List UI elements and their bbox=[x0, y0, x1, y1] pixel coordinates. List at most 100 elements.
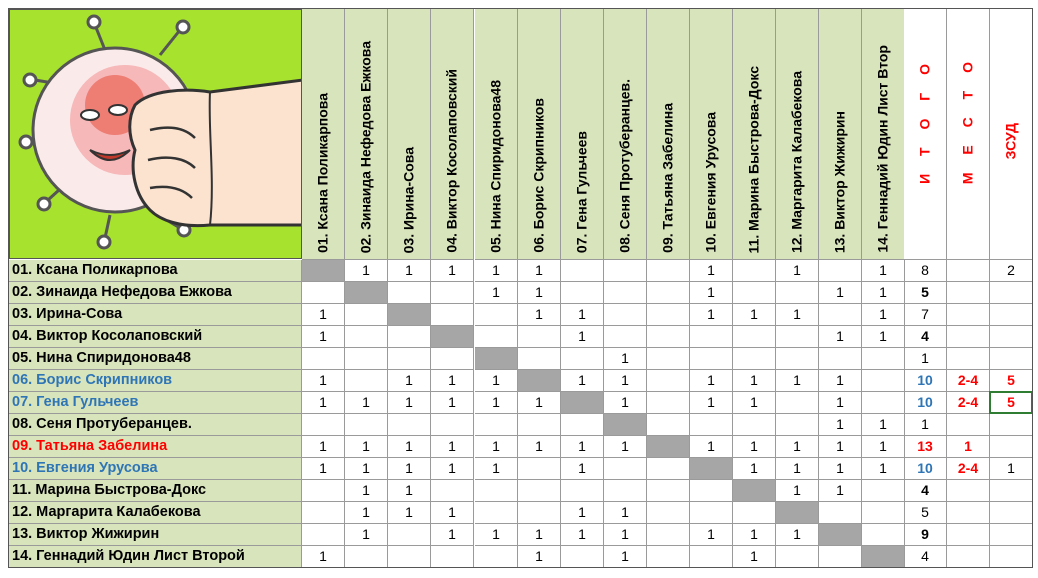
column-header[interactable]: 02. Зинаида Нефедова Ежкова bbox=[345, 9, 388, 260]
score-cell[interactable] bbox=[518, 502, 561, 524]
score-cell[interactable]: 1 bbox=[776, 480, 819, 502]
place-cell[interactable] bbox=[947, 524, 990, 546]
score-cell[interactable]: 1 bbox=[776, 370, 819, 392]
score-cell[interactable]: 1 bbox=[518, 436, 561, 458]
score-cell[interactable]: 1 bbox=[431, 260, 474, 282]
score-cell[interactable]: 1 bbox=[862, 282, 905, 304]
score-cell[interactable] bbox=[518, 348, 561, 370]
score-cell[interactable]: 1 bbox=[733, 436, 776, 458]
score-cell[interactable]: 1 bbox=[431, 436, 474, 458]
total-cell[interactable]: 10 bbox=[904, 458, 947, 480]
score-cell[interactable] bbox=[604, 304, 647, 326]
score-cell[interactable] bbox=[690, 414, 733, 436]
score-cell[interactable]: 1 bbox=[862, 436, 905, 458]
place-cell[interactable] bbox=[947, 502, 990, 524]
score-cell[interactable] bbox=[647, 546, 690, 568]
row-name[interactable]: 03. Ирина-Сова bbox=[9, 304, 302, 326]
score-cell[interactable] bbox=[647, 282, 690, 304]
score-cell[interactable] bbox=[475, 326, 518, 348]
score-cell[interactable] bbox=[776, 348, 819, 370]
score-cell[interactable] bbox=[475, 502, 518, 524]
score-cell[interactable]: 1 bbox=[388, 502, 431, 524]
score-cell[interactable]: 1 bbox=[776, 524, 819, 546]
zsud-cell[interactable] bbox=[990, 436, 1033, 458]
score-cell[interactable] bbox=[819, 502, 862, 524]
score-cell[interactable]: 1 bbox=[819, 414, 862, 436]
score-cell[interactable]: 1 bbox=[302, 326, 345, 348]
score-cell[interactable]: 1 bbox=[431, 502, 474, 524]
score-cell[interactable] bbox=[561, 546, 604, 568]
score-cell[interactable]: 1 bbox=[733, 304, 776, 326]
score-cell[interactable] bbox=[604, 260, 647, 282]
total-cell[interactable]: 5 bbox=[904, 502, 947, 524]
score-cell[interactable] bbox=[388, 326, 431, 348]
score-cell[interactable]: 1 bbox=[345, 392, 388, 414]
score-cell[interactable]: 1 bbox=[518, 304, 561, 326]
score-cell[interactable]: 1 bbox=[690, 392, 733, 414]
score-cell[interactable] bbox=[733, 282, 776, 304]
total-cell[interactable]: 8 bbox=[904, 260, 947, 282]
score-cell[interactable]: 1 bbox=[388, 458, 431, 480]
row-name[interactable]: 08. Сеня Протуберанцев. bbox=[9, 414, 302, 436]
score-cell[interactable] bbox=[388, 524, 431, 546]
score-cell[interactable] bbox=[388, 546, 431, 568]
score-cell[interactable] bbox=[776, 546, 819, 568]
diagonal-cell[interactable] bbox=[518, 370, 561, 392]
score-cell[interactable]: 1 bbox=[431, 458, 474, 480]
total-cell[interactable]: 5 bbox=[904, 282, 947, 304]
zsud-cell[interactable]: 5 bbox=[990, 370, 1033, 392]
place-cell[interactable]: 2-4 bbox=[947, 370, 990, 392]
score-cell[interactable] bbox=[604, 480, 647, 502]
score-cell[interactable] bbox=[647, 414, 690, 436]
score-cell[interactable] bbox=[388, 282, 431, 304]
score-cell[interactable]: 1 bbox=[862, 414, 905, 436]
diagonal-cell[interactable] bbox=[475, 348, 518, 370]
column-header[interactable]: 14. Геннадий Юдин Лист Втор bbox=[862, 9, 905, 260]
score-cell[interactable]: 1 bbox=[862, 260, 905, 282]
score-cell[interactable] bbox=[345, 326, 388, 348]
score-cell[interactable] bbox=[561, 480, 604, 502]
row-name[interactable]: 06. Борис Скрипников bbox=[9, 370, 302, 392]
score-cell[interactable] bbox=[518, 480, 561, 502]
score-cell[interactable] bbox=[518, 326, 561, 348]
diagonal-cell[interactable] bbox=[862, 546, 905, 568]
place-cell[interactable] bbox=[947, 546, 990, 568]
score-cell[interactable]: 1 bbox=[604, 502, 647, 524]
zsud-cell[interactable]: 1 bbox=[990, 458, 1033, 480]
score-cell[interactable]: 1 bbox=[518, 260, 561, 282]
total-cell[interactable]: 1 bbox=[904, 414, 947, 436]
zsud-cell[interactable] bbox=[990, 304, 1033, 326]
total-cell[interactable]: 1 bbox=[904, 348, 947, 370]
score-cell[interactable] bbox=[776, 392, 819, 414]
column-header[interactable]: 03. Ирина-Сова bbox=[388, 9, 431, 260]
score-cell[interactable]: 1 bbox=[604, 348, 647, 370]
zsud-cell[interactable] bbox=[990, 326, 1033, 348]
row-name[interactable]: 12. Маргарита Калабекова bbox=[9, 502, 302, 524]
place-cell[interactable]: 2-4 bbox=[947, 458, 990, 480]
score-cell[interactable] bbox=[345, 546, 388, 568]
score-cell[interactable]: 1 bbox=[733, 458, 776, 480]
score-cell[interactable]: 1 bbox=[345, 502, 388, 524]
diagonal-cell[interactable] bbox=[733, 480, 776, 502]
row-name[interactable]: 05. Нина Спиридонова48 bbox=[9, 348, 302, 370]
score-cell[interactable]: 1 bbox=[862, 304, 905, 326]
score-cell[interactable] bbox=[647, 458, 690, 480]
score-cell[interactable]: 1 bbox=[302, 392, 345, 414]
row-name[interactable]: 13. Виктор Жижирин bbox=[9, 524, 302, 546]
diagonal-cell[interactable] bbox=[388, 304, 431, 326]
zsud-cell[interactable] bbox=[990, 348, 1033, 370]
score-cell[interactable]: 1 bbox=[733, 546, 776, 568]
score-cell[interactable] bbox=[819, 260, 862, 282]
score-cell[interactable]: 1 bbox=[518, 392, 561, 414]
score-cell[interactable] bbox=[431, 348, 474, 370]
zsud-cell[interactable] bbox=[990, 502, 1033, 524]
zsud-cell[interactable] bbox=[990, 282, 1033, 304]
score-cell[interactable]: 1 bbox=[388, 436, 431, 458]
score-cell[interactable] bbox=[431, 414, 474, 436]
score-cell[interactable]: 1 bbox=[475, 392, 518, 414]
place-cell[interactable] bbox=[947, 282, 990, 304]
score-cell[interactable] bbox=[604, 458, 647, 480]
score-cell[interactable]: 1 bbox=[690, 524, 733, 546]
column-header[interactable]: 07. Гена Гульчеев bbox=[561, 9, 604, 260]
place-cell[interactable]: 2-4 bbox=[947, 392, 990, 414]
